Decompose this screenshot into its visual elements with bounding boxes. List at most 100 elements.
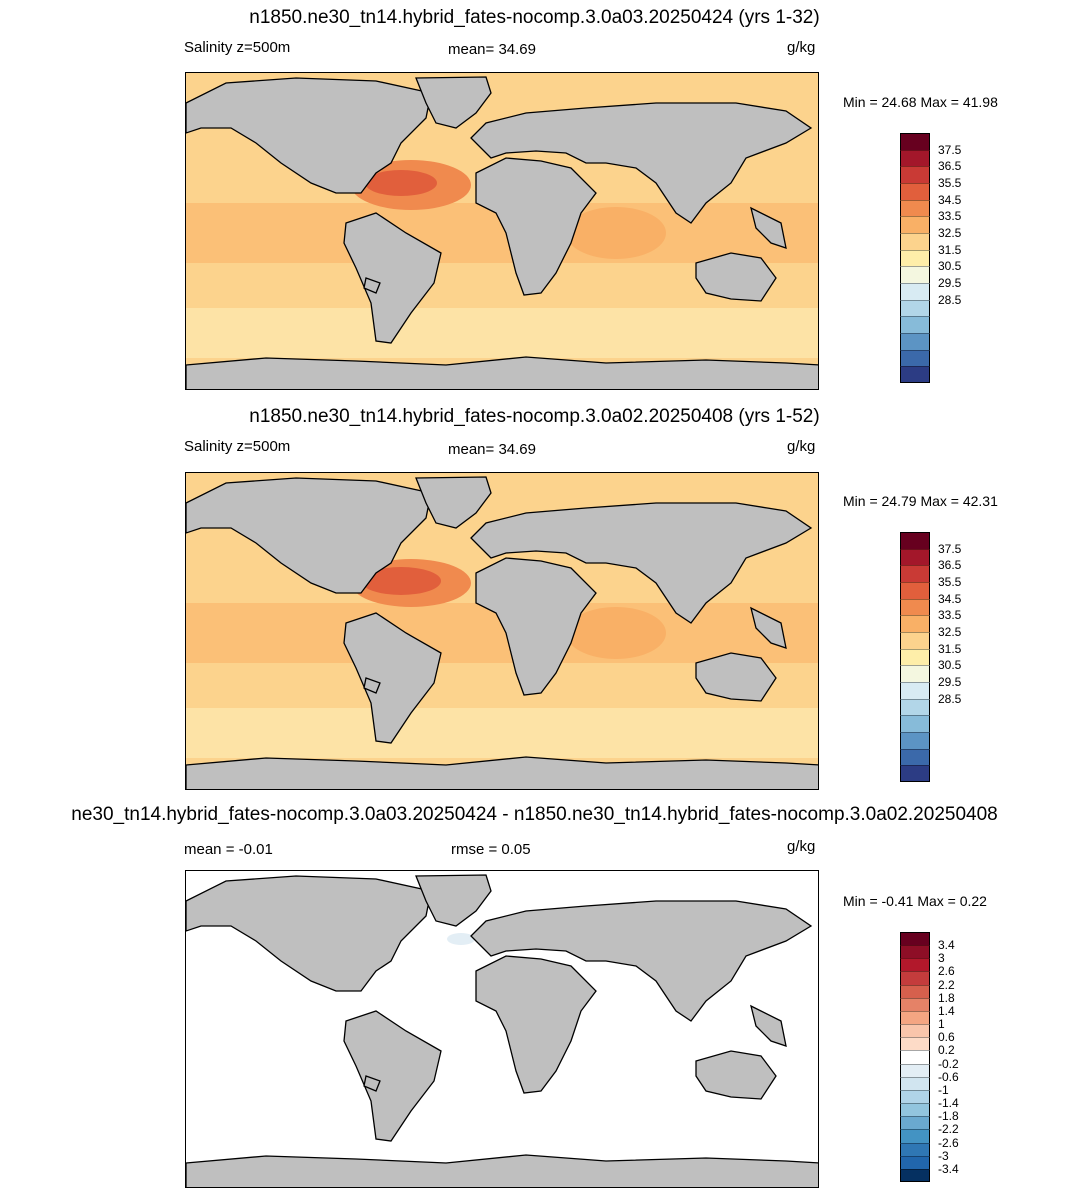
salinity-map — [185, 472, 819, 790]
colorbar-swatch — [900, 1168, 930, 1183]
colorbar-swatch — [900, 1050, 930, 1065]
colorbar-swatch — [900, 1076, 930, 1091]
colorbar-tick-label: 30.5 — [938, 259, 962, 274]
colorbar-swatch — [900, 1024, 930, 1038]
colorbar-tick-label: 35.5 — [938, 176, 962, 190]
colorbar-tick-label: 2.2 — [938, 977, 955, 992]
colorbar-tick-label: -0.6 — [938, 1069, 959, 1084]
min-max-label: Min = 24.68 Max = 41.98 — [843, 94, 998, 110]
colorbar-swatch — [900, 366, 930, 384]
colorbar-swatch — [900, 548, 930, 566]
panel-title: n1850.ne30_tn14.hybrid_fates-nocomp.3.0a… — [249, 7, 820, 28]
colorbar-swatch — [900, 1116, 930, 1130]
colorbar: 37.5 36.5 35.5 34.5 33.5 32.5 31.5 30.5 29.5 28.5 — [900, 133, 961, 384]
units-label: g/kg — [787, 438, 816, 455]
colorbar-tick-label: 32.5 — [938, 625, 962, 639]
colorbar-tick-label: 36.5 — [938, 558, 962, 573]
colorbar-tick-label: -1.8 — [938, 1109, 959, 1124]
atlantic-core — [365, 170, 437, 196]
panel-title: ne30_tn14.hybrid_fates-nocomp.3.0a03.202… — [71, 804, 998, 825]
colorbar-tick-label: 28.5 — [938, 691, 962, 706]
colorbar: 37.5 36.5 35.5 34.5 33.5 32.5 31.5 30.5 29.5 28.5 — [900, 532, 961, 783]
colorbar-tick-label: -3 — [938, 1148, 949, 1163]
colorbar-tick-label: 30.5 — [938, 658, 962, 673]
colorbar-swatch — [900, 698, 930, 716]
colorbar: 3.4 3 2.6 2.2 1.8 1.4 1 0.6 0.2 -0.2 -0.6 -1 -1.4 -1.… — [900, 932, 959, 1183]
colorbar-swatch — [900, 149, 930, 167]
colorbar-swatch — [900, 615, 930, 633]
southern-ocean-band — [186, 708, 818, 758]
colorbar-swatch — [900, 532, 930, 550]
colorbar-swatch — [900, 1129, 930, 1144]
mean-label: mean = -0.01 — [184, 841, 273, 858]
southern-ocean-band — [186, 308, 818, 358]
colorbar-swatch — [900, 166, 930, 184]
colorbar-swatch — [900, 632, 930, 650]
colorbar-swatch — [900, 1089, 930, 1104]
colorbar-tick-label: -2.2 — [938, 1122, 959, 1137]
units-label: g/kg — [787, 838, 816, 855]
colorbar-swatch — [900, 133, 930, 151]
colorbar-swatch — [900, 598, 930, 616]
colorbar-swatch — [900, 1155, 930, 1170]
colorbar-swatch — [900, 748, 930, 766]
colorbar-tick-label: -3.4 — [938, 1161, 959, 1176]
colorbar-swatch — [900, 266, 930, 284]
colorbar-swatch — [900, 732, 930, 750]
atlantic-core — [361, 567, 441, 595]
colorbar-tick-label: 3 — [938, 951, 945, 966]
min-max-label: Min = 24.79 Max = 42.31 — [843, 493, 998, 509]
colorbar-swatch — [900, 1037, 930, 1051]
variable-label: Salinity z=500m — [184, 438, 291, 455]
colorbar-swatch — [900, 582, 930, 600]
colorbar-swatch — [900, 682, 930, 700]
colorbar-swatch — [900, 1010, 930, 1025]
colorbar-swatch — [900, 997, 930, 1012]
colorbar-tick-label: 29.5 — [938, 276, 962, 290]
colorbar-swatch — [900, 945, 930, 959]
colorbar-tick-label: 33.5 — [938, 608, 962, 623]
colorbar-swatch — [900, 299, 930, 317]
colorbar-tick-label: -2.6 — [938, 1135, 959, 1150]
colorbar-tick-label: 1.8 — [938, 990, 955, 1005]
small-negative-patch — [447, 933, 475, 945]
min-max-label: Min = -0.41 Max = 0.22 — [843, 893, 987, 909]
colorbar-tick-label: 29.5 — [938, 675, 962, 689]
colorbar-tick-label: 31.5 — [938, 242, 962, 257]
colorbar-tick-label: 3.4 — [938, 938, 955, 953]
colorbar-tick-label: 28.5 — [938, 292, 962, 307]
colorbar-tick-label: 32.5 — [938, 226, 962, 240]
colorbar-swatch — [900, 665, 930, 683]
colorbar-tick-label: 35.5 — [938, 575, 962, 589]
rmse-label: rmse = 0.05 — [451, 841, 531, 858]
colorbar-swatch — [900, 216, 930, 234]
colorbar-swatch — [900, 715, 930, 733]
colorbar-swatch — [900, 283, 930, 301]
colorbar-tick-label: 37.5 — [938, 541, 962, 556]
mean-label: mean= 34.69 — [448, 441, 536, 458]
colorbar-swatch — [900, 971, 930, 986]
units-label: g/kg — [787, 39, 816, 56]
difference-map — [185, 870, 819, 1188]
variable-label: Salinity z=500m — [184, 39, 291, 56]
colorbar-tick-label: 36.5 — [938, 159, 962, 174]
colorbar-swatch — [900, 316, 930, 334]
colorbar-tick-label: -0.2 — [938, 1056, 959, 1071]
colorbar-swatch — [900, 249, 930, 267]
colorbar-tick-label: 34.5 — [938, 192, 962, 207]
colorbar-tick-label: 2.6 — [938, 964, 955, 979]
colorbar-tick-label: 0.6 — [938, 1030, 955, 1045]
colorbar-swatch — [900, 648, 930, 666]
colorbar-tick-label: 1 — [938, 1017, 945, 1032]
colorbar-tick-label: -1.4 — [938, 1096, 959, 1111]
colorbar-tick-label: 34.5 — [938, 591, 962, 606]
colorbar-tick-label: 31.5 — [938, 641, 962, 656]
colorbar-tick-label: 33.5 — [938, 209, 962, 224]
colorbar-swatch — [900, 984, 930, 999]
colorbar-tick-label: 1.4 — [938, 1003, 955, 1018]
colorbar-tick-label: -1 — [938, 1082, 949, 1097]
indian-ocean-high — [566, 607, 666, 659]
colorbar-tick-label: 37.5 — [938, 142, 962, 157]
mean-label: mean= 34.69 — [448, 41, 536, 58]
colorbar-swatch — [900, 349, 930, 367]
